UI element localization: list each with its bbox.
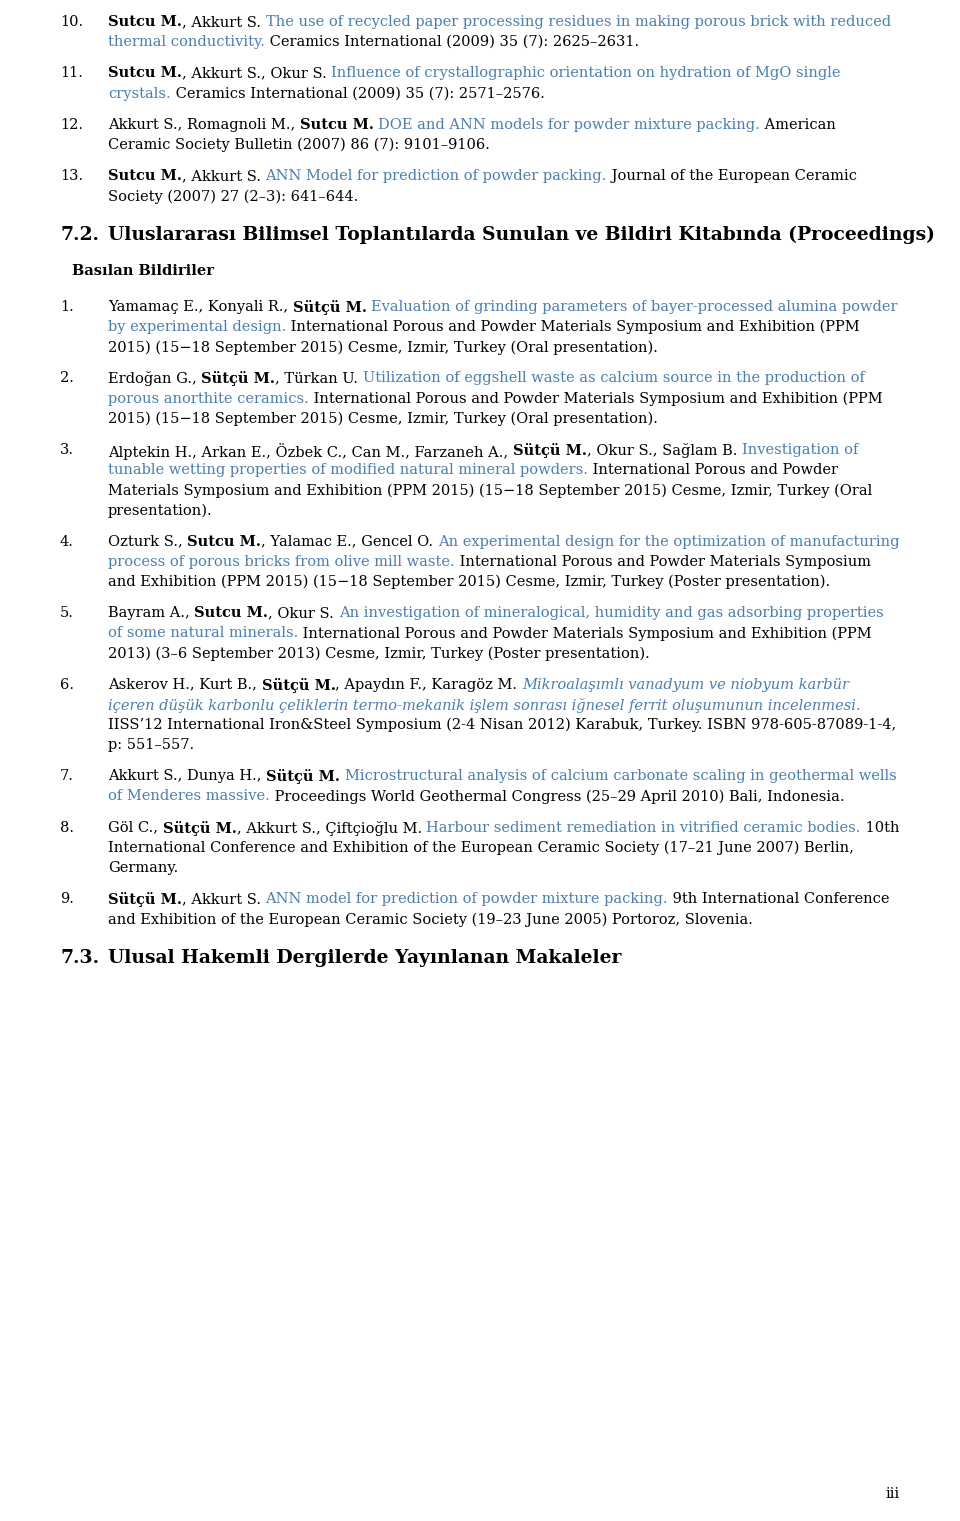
Text: 2.: 2. bbox=[60, 371, 74, 385]
Text: , Yalamac E., Gencel O.: , Yalamac E., Gencel O. bbox=[261, 534, 438, 549]
Text: Yamamaç E., Konyali R.,: Yamamaç E., Konyali R., bbox=[108, 300, 293, 313]
Text: of some natural minerals.: of some natural minerals. bbox=[108, 627, 299, 640]
Text: 7.: 7. bbox=[60, 770, 74, 783]
Text: Sütçü M.: Sütçü M. bbox=[513, 443, 587, 458]
Text: The use of recycled paper processing residues in making porous brick with reduce: The use of recycled paper processing res… bbox=[266, 15, 891, 29]
Text: thermal conductivity.: thermal conductivity. bbox=[108, 35, 265, 49]
Text: 6.: 6. bbox=[60, 678, 74, 692]
Text: p: 551–557.: p: 551–557. bbox=[108, 738, 194, 751]
Text: 8.: 8. bbox=[60, 821, 74, 835]
Text: 7.2.: 7.2. bbox=[60, 227, 99, 243]
Text: An experimental design for the optimization of manufacturing: An experimental design for the optimizat… bbox=[438, 534, 900, 549]
Text: American: American bbox=[760, 117, 836, 132]
Text: Society (2007) 27 (2–3): 641–644.: Society (2007) 27 (2–3): 641–644. bbox=[108, 189, 358, 204]
Text: Ozturk S.,: Ozturk S., bbox=[108, 534, 187, 549]
Text: Journal of the European Ceramic: Journal of the European Ceramic bbox=[607, 169, 856, 183]
Text: Sütçü M.: Sütçü M. bbox=[108, 893, 181, 907]
Text: by experimental design.: by experimental design. bbox=[108, 319, 286, 335]
Text: Germany.: Germany. bbox=[108, 861, 179, 875]
Text: Influence of crystallographic orientation on hydration of MgO single: Influence of crystallographic orientatio… bbox=[331, 67, 841, 81]
Text: Göl C.,: Göl C., bbox=[108, 821, 162, 835]
Text: An investigation of mineralogical, humidity and gas adsorbing properties: An investigation of mineralogical, humid… bbox=[339, 605, 883, 621]
Text: , Türkan U.: , Türkan U. bbox=[276, 371, 363, 385]
Text: Proceedings World Geothermal Congress (25–29 April 2010) Bali, Indonesia.: Proceedings World Geothermal Congress (2… bbox=[270, 789, 844, 803]
Text: International Porous and Powder Materials Symposium: International Porous and Powder Material… bbox=[455, 555, 871, 569]
Text: , Okur S.: , Okur S. bbox=[268, 605, 339, 621]
Text: DOE and ANN models for powder mixture packing.: DOE and ANN models for powder mixture pa… bbox=[378, 117, 760, 132]
Text: Mikroalaşımlı vanadyum ve niobyum karbür: Mikroalaşımlı vanadyum ve niobyum karbür bbox=[522, 678, 849, 692]
Text: Basılan Bildiriler: Basılan Bildiriler bbox=[72, 263, 214, 278]
Text: 10.: 10. bbox=[60, 15, 84, 29]
Text: tunable wetting properties of modified natural mineral powders.: tunable wetting properties of modified n… bbox=[108, 462, 588, 478]
Text: içeren düşük karbonlu çeliklerin termo-mekanik işlem sonrası iğnesel ferrit oluş: içeren düşük karbonlu çeliklerin termo-m… bbox=[108, 698, 860, 713]
Text: Sütçü M.: Sütçü M. bbox=[266, 770, 340, 785]
Text: Ceramics International (2009) 35 (7): 2571–2576.: Ceramics International (2009) 35 (7): 25… bbox=[171, 87, 544, 100]
Text: 4.: 4. bbox=[60, 534, 74, 549]
Text: Sutcu M.: Sutcu M. bbox=[108, 15, 181, 29]
Text: of Menderes massive.: of Menderes massive. bbox=[108, 789, 270, 803]
Text: 9.: 9. bbox=[60, 893, 74, 907]
Text: crystals.: crystals. bbox=[108, 87, 171, 100]
Text: , Akkurt S., Çiftçioğlu M.: , Akkurt S., Çiftçioğlu M. bbox=[236, 821, 426, 835]
Text: process of porous bricks from olive mill waste.: process of porous bricks from olive mill… bbox=[108, 555, 455, 569]
Text: ANN model for prediction of powder mixture packing.: ANN model for prediction of powder mixtu… bbox=[266, 893, 668, 907]
Text: , Akkurt S.: , Akkurt S. bbox=[181, 169, 266, 183]
Text: , Akkurt S.: , Akkurt S. bbox=[181, 15, 266, 29]
Text: Sutcu M.: Sutcu M. bbox=[108, 67, 181, 81]
Text: Askerov H., Kurt B.,: Askerov H., Kurt B., bbox=[108, 678, 261, 692]
Text: Akkurt S., Romagnoli M.,: Akkurt S., Romagnoli M., bbox=[108, 117, 300, 132]
Text: International Conference and Exhibition of the European Ceramic Society (17–21 J: International Conference and Exhibition … bbox=[108, 841, 853, 855]
Text: Uluslararası Bilimsel Toplantılarda Sunulan ve Bildiri Kitabında (Proceedings): Uluslararası Bilimsel Toplantılarda Sunu… bbox=[108, 227, 935, 245]
Text: 13.: 13. bbox=[60, 169, 84, 183]
Text: Sütçü M.: Sütçü M. bbox=[261, 678, 335, 692]
Text: 2015) (15−18 September 2015) Cesme, Izmir, Turkey (Oral presentation).: 2015) (15−18 September 2015) Cesme, Izmi… bbox=[108, 341, 658, 354]
Text: 11.: 11. bbox=[60, 67, 83, 81]
Text: International Porous and Powder: International Porous and Powder bbox=[588, 462, 838, 478]
Text: Sütçü M.: Sütçü M. bbox=[162, 821, 236, 835]
Text: Sutcu M.: Sutcu M. bbox=[108, 169, 181, 183]
Text: , Akkurt S.: , Akkurt S. bbox=[181, 893, 266, 907]
Text: Sutcu M.: Sutcu M. bbox=[187, 534, 261, 549]
Text: 7.3.: 7.3. bbox=[60, 949, 99, 967]
Text: 12.: 12. bbox=[60, 117, 83, 132]
Text: and Exhibition (PPM 2015) (15−18 September 2015) Cesme, Izmir, Turkey (Poster pr: and Exhibition (PPM 2015) (15−18 Septemb… bbox=[108, 575, 830, 589]
Text: , Okur S., Sağlam B.: , Okur S., Sağlam B. bbox=[587, 443, 742, 458]
Text: Alptekin H., Arkan E., Özbek C., Can M., Farzaneh A.,: Alptekin H., Arkan E., Özbek C., Can M.,… bbox=[108, 443, 513, 459]
Text: 2013) (3–6 September 2013) Cesme, Izmir, Turkey (Poster presentation).: 2013) (3–6 September 2013) Cesme, Izmir,… bbox=[108, 646, 650, 660]
Text: 9th International Conference: 9th International Conference bbox=[668, 893, 890, 907]
Text: IISS’12 International Iron&Steel Symposium (2-4 Nisan 2012) Karabuk, Turkey. ISB: IISS’12 International Iron&Steel Symposi… bbox=[108, 718, 897, 732]
Text: porous anorthite ceramics.: porous anorthite ceramics. bbox=[108, 391, 309, 406]
Text: Bayram A.,: Bayram A., bbox=[108, 605, 194, 621]
Text: presentation).: presentation). bbox=[108, 503, 212, 517]
Text: Evaluation of grinding parameters of bayer-processed alumina powder: Evaluation of grinding parameters of bay… bbox=[372, 300, 898, 313]
Text: Erdoğan G.,: Erdoğan G., bbox=[108, 371, 202, 386]
Text: and Exhibition of the European Ceramic Society (19–23 June 2005) Portoroz, Slove: and Exhibition of the European Ceramic S… bbox=[108, 913, 753, 926]
Text: , Apaydın F., Karagöz M.: , Apaydın F., Karagöz M. bbox=[335, 678, 522, 692]
Text: Sutcu M.: Sutcu M. bbox=[300, 117, 373, 132]
Text: Akkurt S., Dunya H.,: Akkurt S., Dunya H., bbox=[108, 770, 266, 783]
Text: Investigation of: Investigation of bbox=[742, 443, 858, 456]
Text: Ceramic Society Bulletin (2007) 86 (7): 9101–9106.: Ceramic Society Bulletin (2007) 86 (7): … bbox=[108, 138, 490, 152]
Text: Materials Symposium and Exhibition (PPM 2015) (15−18 September 2015) Cesme, Izmi: Materials Symposium and Exhibition (PPM … bbox=[108, 484, 873, 497]
Text: Sütçü M.: Sütçü M. bbox=[202, 371, 276, 386]
Text: 10th: 10th bbox=[860, 821, 900, 835]
Text: 3.: 3. bbox=[60, 443, 74, 456]
Text: 5.: 5. bbox=[60, 605, 74, 621]
Text: Ulusal Hakemli Dergilerde Yayınlanan Makaleler: Ulusal Hakemli Dergilerde Yayınlanan Mak… bbox=[108, 949, 621, 967]
Text: International Porous and Powder Materials Symposium and Exhibition (PPM: International Porous and Powder Material… bbox=[309, 391, 882, 406]
Text: International Porous and Powder Materials Symposium and Exhibition (PPM: International Porous and Powder Material… bbox=[299, 627, 872, 640]
Text: Ceramics International (2009) 35 (7): 2625–2631.: Ceramics International (2009) 35 (7): 26… bbox=[265, 35, 639, 49]
Text: 2015) (15−18 September 2015) Cesme, Izmir, Turkey (Oral presentation).: 2015) (15−18 September 2015) Cesme, Izmi… bbox=[108, 412, 658, 426]
Text: , Akkurt S., Okur S.: , Akkurt S., Okur S. bbox=[181, 67, 331, 81]
Text: 1.: 1. bbox=[60, 300, 74, 313]
Text: Sutcu M.: Sutcu M. bbox=[194, 605, 268, 621]
Text: International Porous and Powder Materials Symposium and Exhibition (PPM: International Porous and Powder Material… bbox=[286, 319, 860, 335]
Text: Utilization of eggshell waste as calcium source in the production of: Utilization of eggshell waste as calcium… bbox=[363, 371, 865, 385]
Text: Microstructural analysis of calcium carbonate scaling in geothermal wells: Microstructural analysis of calcium carb… bbox=[345, 770, 897, 783]
Text: Sütçü M.: Sütçü M. bbox=[293, 300, 367, 315]
Text: Harbour sediment remediation in vitrified ceramic bodies.: Harbour sediment remediation in vitrifie… bbox=[426, 821, 860, 835]
Text: ANN Model for prediction of powder packing.: ANN Model for prediction of powder packi… bbox=[266, 169, 607, 183]
Text: iii: iii bbox=[886, 1488, 900, 1501]
